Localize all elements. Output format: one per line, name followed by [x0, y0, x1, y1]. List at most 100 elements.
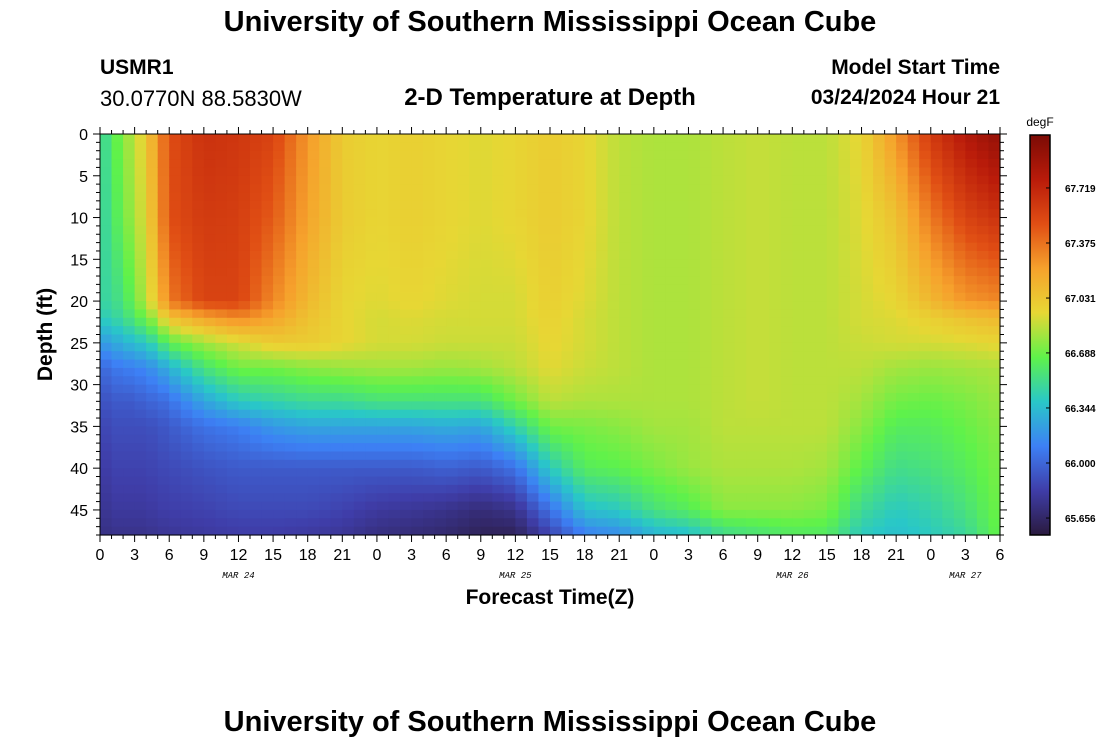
- heatmap-cell: [319, 184, 332, 194]
- heatmap-cell: [746, 376, 759, 386]
- heatmap-cell: [861, 334, 874, 344]
- heatmap-cell: [134, 242, 147, 252]
- heatmap-cell: [273, 150, 286, 160]
- heatmap-cell: [146, 334, 159, 344]
- heatmap-cell: [538, 426, 551, 436]
- heatmap-cell: [342, 434, 355, 444]
- heatmap-cell: [769, 376, 782, 386]
- heatmap-cell: [653, 326, 666, 336]
- heatmap-cell: [896, 367, 909, 377]
- heatmap-cell: [665, 184, 678, 194]
- heatmap-cell: [873, 242, 886, 252]
- heatmap-cell: [100, 334, 113, 344]
- heatmap-cell: [965, 334, 978, 344]
- heatmap-cell: [550, 200, 563, 210]
- heatmap-cell: [123, 384, 136, 394]
- heatmap-cell: [838, 142, 851, 152]
- heatmap-cell: [665, 134, 678, 143]
- heatmap-cell: [319, 134, 332, 143]
- heatmap-cell: [423, 509, 436, 519]
- heatmap-cell: [111, 301, 124, 311]
- heatmap-cell: [907, 384, 920, 394]
- heatmap-cell: [169, 317, 182, 327]
- heatmap-cell: [734, 509, 747, 519]
- heatmap-cell: [469, 292, 482, 302]
- heatmap-cell: [515, 359, 528, 369]
- heatmap-cell: [711, 418, 724, 427]
- heatmap-cell: [700, 526, 713, 536]
- heatmap-cell: [965, 309, 978, 319]
- heatmap-cell: [907, 184, 920, 194]
- heatmap-cell: [123, 367, 136, 377]
- heatmap-cell: [861, 526, 874, 536]
- heatmap-cell: [526, 493, 540, 503]
- heatmap-cell: [503, 376, 516, 386]
- heatmap-cell: [780, 526, 793, 536]
- heatmap-cell: [111, 518, 124, 528]
- heatmap-cell: [619, 192, 632, 202]
- heatmap-cell: [988, 225, 1001, 235]
- heatmap-cell: [515, 434, 528, 444]
- heatmap-cell: [515, 234, 528, 244]
- heatmap-cell: [515, 142, 528, 152]
- heatmap-cell: [803, 342, 816, 352]
- heatmap-cell: [503, 434, 516, 444]
- heatmap-cell: [192, 134, 205, 143]
- heatmap-cell: [203, 468, 216, 478]
- heatmap-cell: [284, 159, 297, 169]
- heatmap-cell: [584, 459, 597, 469]
- heatmap-cell: [111, 342, 124, 352]
- heatmap-cell: [723, 501, 736, 511]
- heatmap-cell: [953, 250, 966, 260]
- heatmap-cell: [353, 518, 366, 528]
- heatmap-cell: [146, 443, 159, 453]
- heatmap-cell: [769, 392, 782, 402]
- heatmap-cell: [261, 518, 274, 528]
- heatmap-cell: [769, 459, 782, 469]
- heatmap-cell: [457, 459, 470, 469]
- heatmap-cell: [192, 476, 205, 486]
- heatmap-cell: [746, 342, 759, 352]
- heatmap-cell: [515, 401, 528, 411]
- heatmap-cell: [365, 426, 378, 436]
- heatmap-cell: [411, 250, 424, 260]
- heatmap-cell: [653, 175, 666, 185]
- heatmap-cell: [596, 134, 609, 143]
- heatmap-cell: [411, 309, 424, 319]
- heatmap-cell: [803, 301, 816, 311]
- heatmap-cell: [792, 200, 805, 210]
- heatmap-cell: [942, 351, 955, 361]
- heatmap-cell: [203, 367, 216, 377]
- heatmap-cell: [815, 359, 828, 369]
- heatmap-cell: [884, 434, 897, 444]
- heatmap-cell: [434, 209, 447, 219]
- heatmap-cell: [676, 493, 690, 503]
- heatmap-cell: [250, 334, 263, 344]
- heatmap-cell: [630, 292, 643, 302]
- heatmap-cell: [988, 142, 1001, 152]
- heatmap-cell: [307, 134, 320, 143]
- heatmap-cell: [826, 292, 840, 302]
- heatmap-cell: [792, 359, 805, 369]
- heatmap-cell: [169, 468, 182, 478]
- heatmap-cell: [550, 259, 563, 269]
- heatmap-cell: [296, 493, 309, 503]
- heatmap-cell: [284, 309, 297, 319]
- y-tick-label: 25: [70, 336, 88, 353]
- heatmap-cell: [792, 468, 805, 478]
- heatmap-cell: [653, 250, 666, 260]
- heatmap-cell: [607, 250, 620, 260]
- heatmap-cell: [861, 326, 874, 336]
- heatmap-cell: [319, 476, 332, 486]
- heatmap-cell: [573, 167, 586, 177]
- heatmap-cell: [884, 451, 897, 461]
- heatmap-cell: [388, 426, 401, 436]
- heatmap-cell: [942, 301, 955, 311]
- heatmap-cell: [134, 292, 147, 302]
- heatmap-cell: [388, 301, 401, 311]
- heatmap-cell: [469, 192, 482, 202]
- heatmap-cell: [492, 493, 505, 503]
- heatmap-cell: [619, 342, 632, 352]
- heatmap-cell: [157, 317, 170, 327]
- heatmap-cell: [642, 493, 655, 503]
